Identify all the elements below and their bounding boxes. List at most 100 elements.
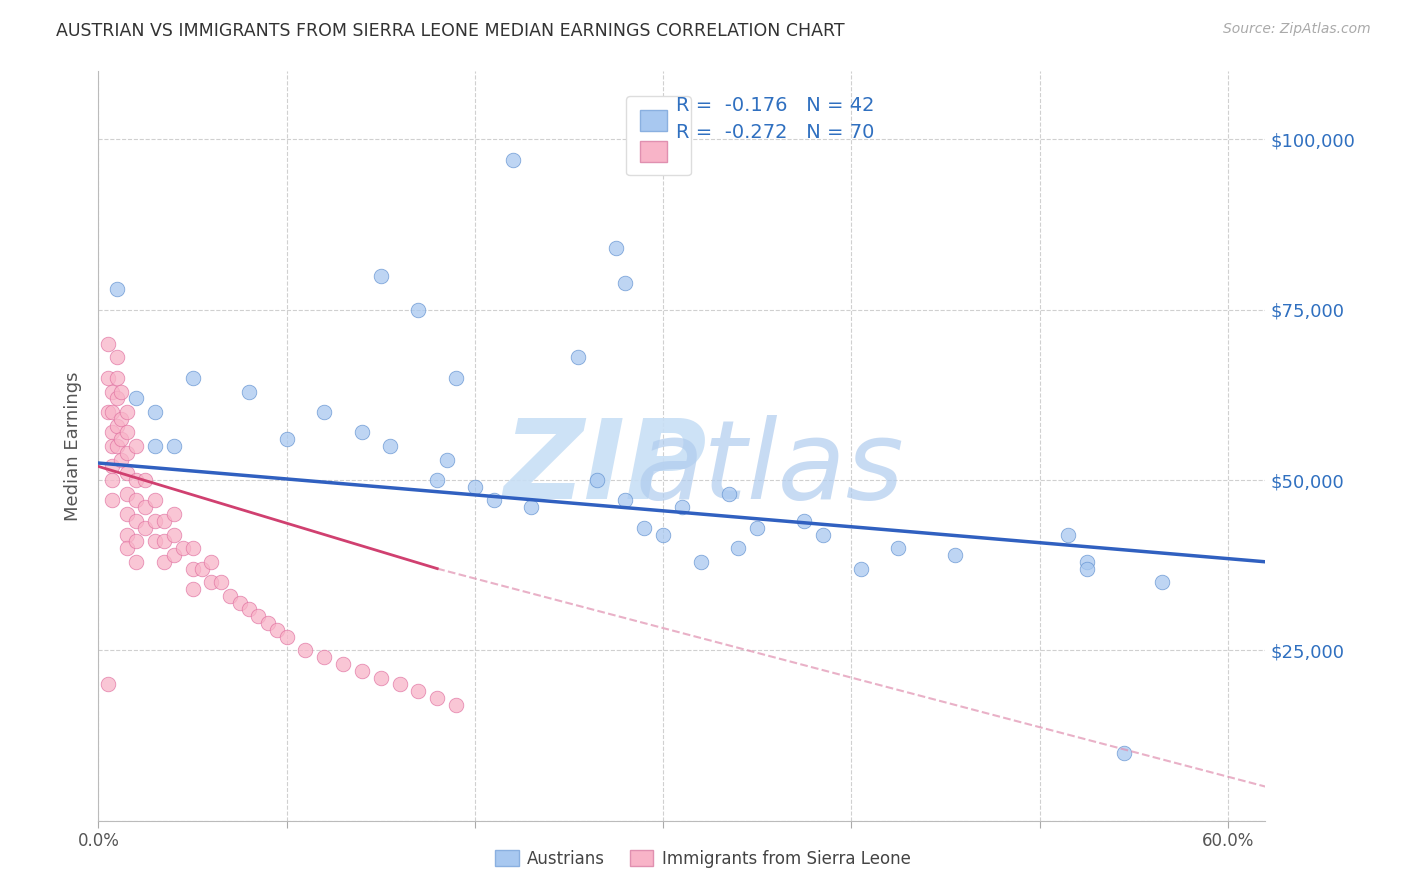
Point	[105, 418, 128, 433]
Text: ZIP: ZIP	[505, 415, 707, 522]
Point	[153, 555, 176, 569]
Point	[747, 521, 769, 535]
Point	[614, 276, 637, 290]
Point	[134, 500, 156, 515]
Point	[115, 527, 138, 541]
Legend: Austrians, Immigrants from Sierra Leone: Austrians, Immigrants from Sierra Leone	[489, 844, 917, 875]
Point	[444, 371, 467, 385]
Point	[181, 582, 204, 596]
Point	[671, 500, 693, 515]
Point	[143, 493, 166, 508]
Point	[115, 467, 138, 481]
Point	[943, 548, 966, 562]
Point	[388, 677, 411, 691]
Point	[614, 493, 637, 508]
Point	[228, 596, 250, 610]
Point	[370, 671, 392, 685]
Point	[100, 493, 122, 508]
Point	[605, 242, 627, 256]
Point	[408, 302, 430, 317]
Point	[191, 561, 214, 575]
Point	[1076, 561, 1098, 575]
Point	[125, 534, 148, 549]
Point	[100, 405, 122, 419]
Point	[163, 527, 186, 541]
Point	[115, 446, 138, 460]
Point	[350, 664, 373, 678]
Point	[105, 282, 128, 296]
Point	[436, 452, 458, 467]
Point	[717, 486, 740, 500]
Point	[567, 351, 589, 365]
Point	[332, 657, 354, 671]
Point	[110, 432, 132, 446]
Point	[105, 351, 128, 365]
Point	[143, 405, 166, 419]
Point	[276, 432, 298, 446]
Point	[115, 541, 138, 556]
Point	[887, 541, 910, 556]
Point	[238, 384, 260, 399]
Point	[444, 698, 467, 712]
Text: AUSTRIAN VS IMMIGRANTS FROM SIERRA LEONE MEDIAN EARNINGS CORRELATION CHART: AUSTRIAN VS IMMIGRANTS FROM SIERRA LEONE…	[56, 22, 845, 40]
Point	[247, 609, 270, 624]
Point	[125, 493, 148, 508]
Point	[350, 425, 373, 440]
Legend: , : ,	[627, 96, 690, 176]
Y-axis label: Median Earnings: Median Earnings	[65, 371, 83, 521]
Point	[100, 473, 122, 487]
Point	[105, 371, 128, 385]
Point	[314, 405, 336, 419]
Point	[849, 561, 872, 575]
Point	[143, 514, 166, 528]
Point	[110, 384, 132, 399]
Point	[105, 392, 128, 406]
Text: R =  -0.176   N = 42: R = -0.176 N = 42	[676, 95, 875, 114]
Point	[426, 691, 449, 706]
Point	[209, 575, 232, 590]
Point	[115, 486, 138, 500]
Point	[100, 384, 122, 399]
Point	[163, 548, 186, 562]
Point	[266, 623, 288, 637]
Point	[125, 555, 148, 569]
Point	[110, 452, 132, 467]
Point	[200, 575, 222, 590]
Point	[482, 493, 505, 508]
Point	[134, 521, 156, 535]
Point	[633, 521, 655, 535]
Text: R =  -0.272   N = 70: R = -0.272 N = 70	[676, 123, 875, 143]
Point	[97, 677, 120, 691]
Point	[464, 480, 486, 494]
Point	[727, 541, 749, 556]
Point	[426, 473, 449, 487]
Point	[115, 405, 138, 419]
Point	[125, 439, 148, 453]
Point	[100, 459, 122, 474]
Point	[143, 534, 166, 549]
Point	[115, 425, 138, 440]
Point	[100, 439, 122, 453]
Point	[110, 411, 132, 425]
Point	[1114, 746, 1136, 760]
Point	[181, 561, 204, 575]
Point	[163, 507, 186, 521]
Point	[125, 514, 148, 528]
Point	[153, 534, 176, 549]
Point	[105, 439, 128, 453]
Point	[115, 507, 138, 521]
Point	[100, 425, 122, 440]
Point	[408, 684, 430, 698]
Point	[276, 630, 298, 644]
Point	[314, 650, 336, 665]
Point	[143, 439, 166, 453]
Point	[219, 589, 242, 603]
Point	[370, 268, 392, 283]
Point	[97, 405, 120, 419]
Text: atlas: atlas	[636, 415, 904, 522]
Point	[380, 439, 402, 453]
Point	[811, 527, 834, 541]
Point	[1076, 555, 1098, 569]
Point	[163, 439, 186, 453]
Point	[134, 473, 156, 487]
